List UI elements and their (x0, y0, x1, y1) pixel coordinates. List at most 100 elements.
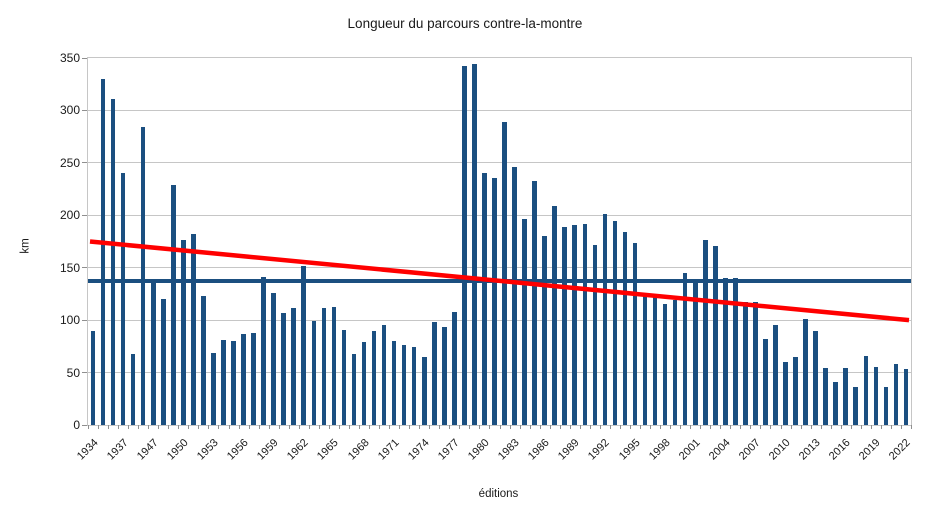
bar-1981 (492, 177, 497, 425)
x-axis-tick (399, 425, 401, 429)
bar-2012 (803, 319, 808, 425)
bar-1965 (331, 306, 337, 425)
bar-1938 (130, 353, 136, 425)
bar-1978 (462, 66, 467, 425)
bar-1984 (522, 219, 527, 425)
x-axis-tick-label: 1947 (134, 436, 161, 463)
bar-1982 (502, 121, 507, 425)
x-axis-tick (640, 425, 641, 429)
bar-2010 (783, 362, 788, 425)
bar-1989 (572, 224, 578, 425)
x-axis-tick-label: 2010 (766, 436, 793, 463)
trend-line-layer (89, 239, 910, 323)
x-axis-tick-label: 1983 (495, 436, 522, 463)
x-axis-tick (108, 425, 110, 429)
x-axis-tick-label: 1965 (315, 436, 342, 463)
gridline (88, 214, 911, 216)
x-axis-tick-label: 1934 (74, 436, 101, 463)
x-axis-tick-label: 2004 (706, 436, 733, 463)
y-axis-tick-label: 150 (59, 260, 80, 275)
x-axis-tick (850, 425, 852, 429)
x-axis-tick (288, 425, 290, 429)
x-axis-tick-label: 1974 (405, 436, 432, 463)
x-axis-tick (479, 425, 481, 429)
x-axis-tick-label: 1998 (646, 436, 673, 463)
bar-2008 (763, 339, 768, 425)
bar-2007 (753, 302, 758, 425)
y-axis-tick (82, 162, 87, 164)
x-axis-tick (328, 425, 330, 429)
bar-1994 (622, 232, 628, 425)
bar-1973 (411, 347, 417, 425)
x-axis-tick (690, 425, 692, 429)
y-axis-tick (82, 372, 87, 374)
y-axis-tick-label: 100 (59, 313, 80, 328)
x-axis-tick (268, 425, 270, 429)
x-axis-tick (730, 425, 732, 429)
bar-1990 (582, 223, 588, 425)
plot-area: 0 50 100 150 200 250 300 350 1934 1937 1947 1950 195… (60, 52, 913, 463)
bar-1967 (351, 353, 357, 425)
x-axis-tick (549, 425, 551, 429)
x-axis-tick (660, 425, 662, 429)
bar-1974 (421, 356, 427, 425)
bar-2011 (793, 356, 798, 425)
bar-1955 (231, 341, 236, 425)
x-axis-tick-label: 1989 (556, 436, 583, 463)
bar-1991 (592, 244, 598, 425)
gridline (88, 372, 911, 374)
bar-1976 (441, 327, 447, 425)
bar-2016 (843, 368, 849, 425)
x-axis-tick (348, 425, 350, 429)
bar-1949 (171, 184, 176, 425)
y-axis-tick-label: 50 (66, 365, 80, 380)
bar-1988 (562, 226, 568, 425)
x-axis-tick (790, 425, 792, 429)
bar-1995 (632, 242, 638, 425)
x-axis-tick (810, 425, 812, 429)
bar-1970 (381, 325, 387, 425)
bar-1975 (431, 322, 437, 425)
x-axis-tick (338, 425, 340, 429)
x-axis-tick (168, 425, 170, 429)
x-axis-tick (238, 425, 240, 429)
gridline (88, 109, 911, 111)
gridline (88, 267, 911, 269)
x-axis-tick (609, 425, 611, 429)
gridline (88, 319, 911, 321)
x-axis-tick (248, 425, 250, 429)
x-axis-tick (911, 425, 912, 429)
bar-1999 (672, 300, 678, 425)
bar-2017 (853, 387, 859, 425)
x-axis-tick (409, 425, 411, 429)
x-axis-tick (820, 425, 822, 429)
y-axis-tick (82, 267, 87, 269)
bar-1964 (321, 307, 327, 425)
y-axis-tick-label: 350 (59, 51, 80, 65)
x-axis-tick (700, 425, 702, 429)
x-axis-tick (88, 425, 89, 429)
bar-1996 (642, 293, 648, 425)
x-axis-tick (619, 425, 621, 429)
x-axis-tick-label: 2022 (887, 436, 914, 463)
bar-1954 (221, 340, 226, 425)
x-axis-tick (840, 425, 842, 429)
x-axis-tick (900, 425, 902, 429)
x-axis-tick-label: 1950 (164, 436, 191, 463)
x-axis-tick-label: 2001 (676, 436, 703, 463)
x-axis-tick (629, 425, 631, 429)
x-axis-tick (198, 425, 200, 429)
y-axis-tick-label: 300 (59, 103, 80, 118)
bar-2003 (712, 245, 718, 425)
bar-1950 (181, 240, 186, 425)
y-axis-tick-label: 200 (59, 208, 80, 223)
bar-1934 (90, 330, 96, 425)
bar-1977 (452, 311, 457, 425)
chart-title: Longueur du parcours contre-la-montre (347, 16, 583, 31)
x-axis-tick (870, 425, 872, 429)
x-axis-tick (469, 425, 471, 429)
bar-2006 (743, 302, 748, 425)
bar-1959 (271, 292, 276, 425)
bar-1958 (261, 277, 266, 425)
x-axis-tick (509, 425, 511, 429)
